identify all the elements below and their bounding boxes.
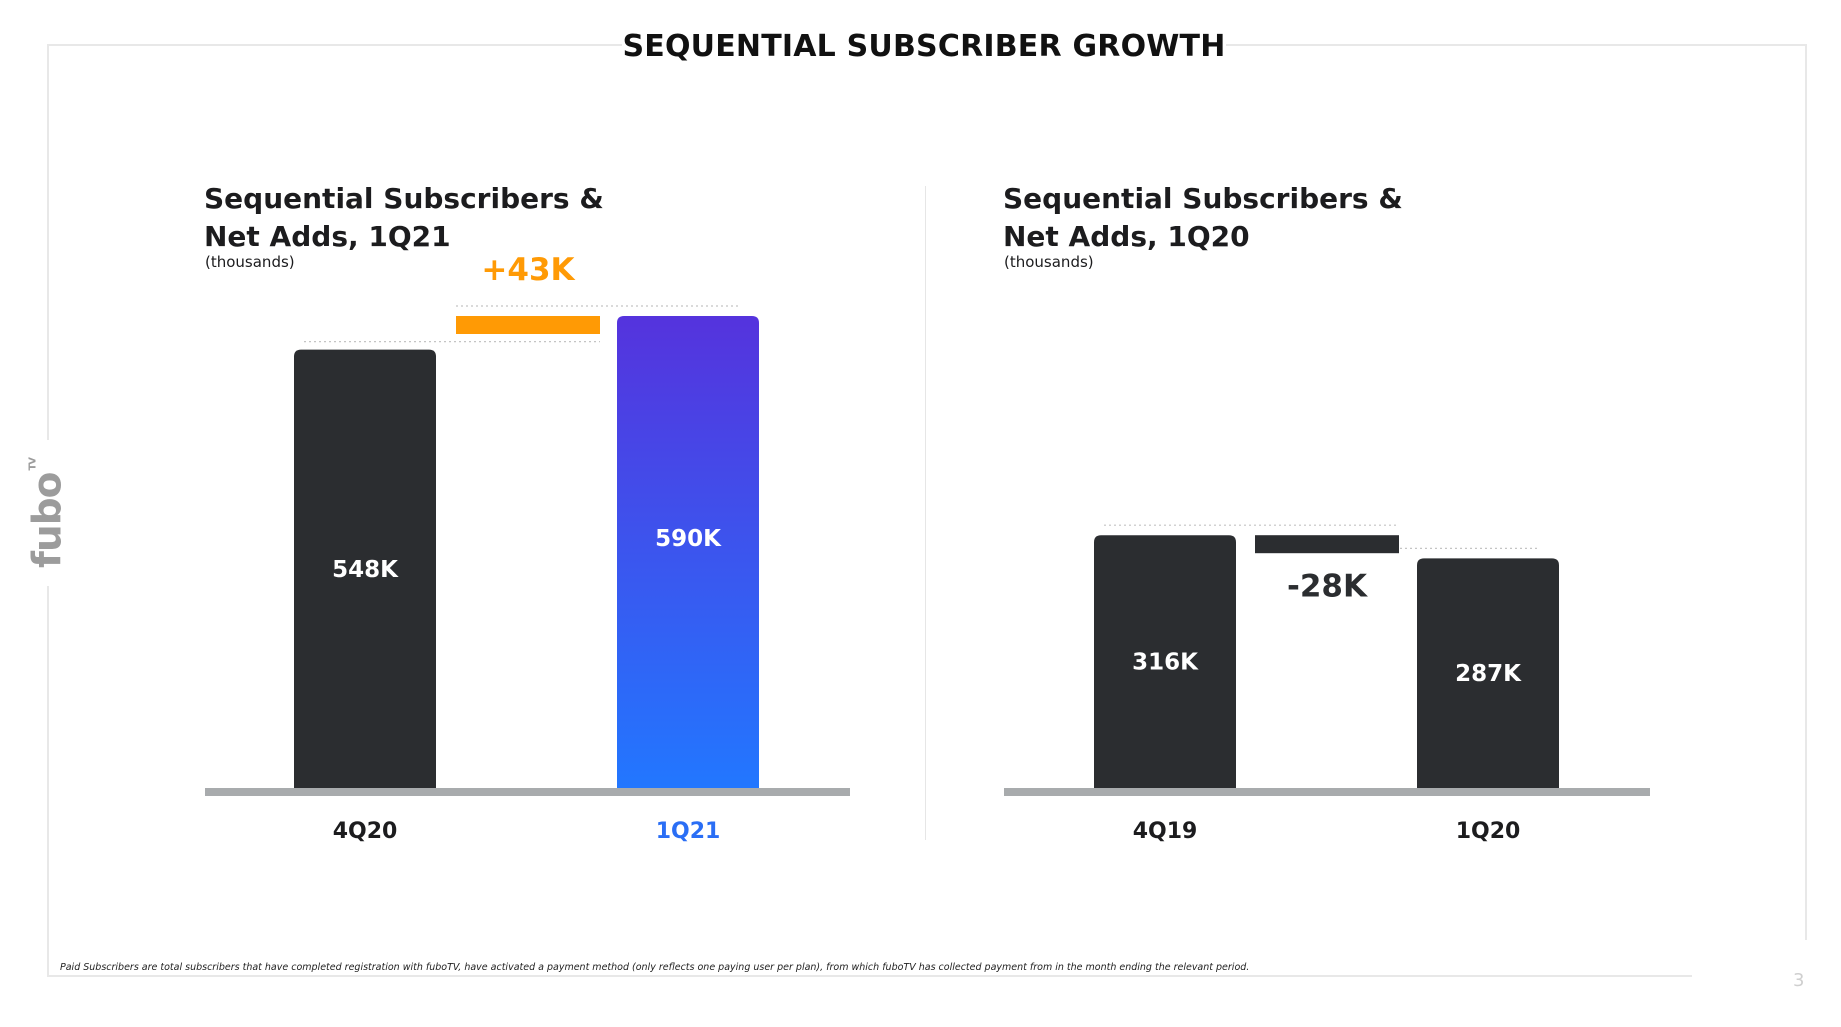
left-waterfall-chart: 548K 4Q20 590K 1Q21 +43K <box>205 252 850 844</box>
right-chart-title-line2: Net Adds, 1Q20 <box>1003 220 1250 253</box>
bar-value-label: 590K <box>655 526 722 552</box>
x-tick-label: 4Q19 <box>1133 819 1198 844</box>
logo-gap <box>40 440 54 586</box>
net-change-bar <box>456 316 600 334</box>
net-change-label: -28K <box>1287 568 1368 604</box>
page-number: 3 <box>1793 970 1805 991</box>
left-chart-title-line2: Net Adds, 1Q21 <box>204 220 451 253</box>
bar-value-label: 287K <box>1455 661 1522 687</box>
right-chart-units: (thousands) <box>1004 253 1094 271</box>
right-chart-title-line1: Sequential Subscribers & <box>1003 182 1403 215</box>
bar-value-label: 548K <box>332 557 399 583</box>
chart-baseline <box>1004 788 1650 796</box>
net-change-bar <box>1255 535 1399 554</box>
right-waterfall-chart: 316K 4Q19 287K 1Q20 -28K <box>1004 524 1650 844</box>
left-chart-units: (thousands) <box>205 253 295 271</box>
bar-1Q21 <box>617 316 759 788</box>
left-chart-title: Sequential Subscribers & Net Adds, 1Q21 <box>204 180 604 256</box>
chart-baseline <box>205 788 850 796</box>
footnote: Paid Subscribers are total subscribers t… <box>60 962 1250 973</box>
bar-4Q19 <box>1094 535 1236 788</box>
net-change-label: +43K <box>481 252 575 288</box>
x-tick-label: 1Q21 <box>656 819 721 844</box>
bar-value-label: 316K <box>1132 650 1199 676</box>
right-chart-title: Sequential Subscribers & Net Adds, 1Q20 <box>1003 180 1403 256</box>
bar-1Q20 <box>1417 558 1559 788</box>
frame-gap <box>1692 970 1812 982</box>
x-tick-label: 1Q20 <box>1456 819 1521 844</box>
x-tick-label: 4Q20 <box>333 819 398 844</box>
slide-headline: SEQUENTIAL SUBSCRIBER GROWTH <box>622 22 1226 72</box>
panel-divider <box>925 186 926 840</box>
bar-4Q20 <box>294 349 436 788</box>
left-chart-title-line1: Sequential Subscribers & <box>204 182 604 215</box>
